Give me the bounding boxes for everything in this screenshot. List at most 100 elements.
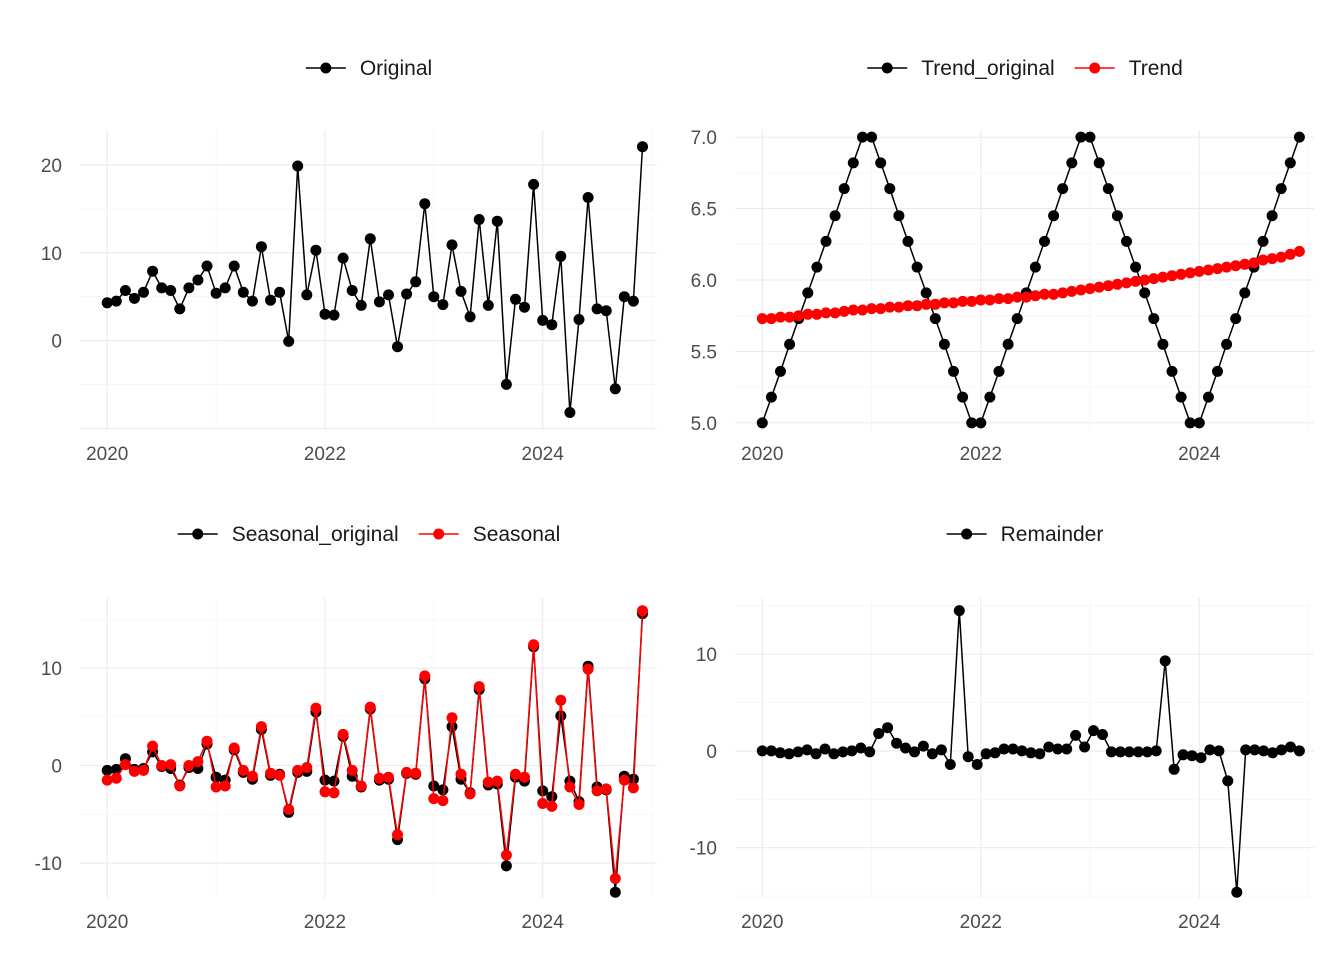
- data-point: [328, 787, 340, 799]
- data-point: [1121, 277, 1132, 289]
- panel-bottom-right: 2020 2022 2024 -10 0 10 Remainder: [690, 523, 1314, 933]
- data-point: [1159, 655, 1171, 667]
- data-point: [319, 308, 331, 320]
- data-point: [1293, 245, 1305, 257]
- data-point: [555, 694, 567, 706]
- data-point: [637, 605, 648, 617]
- data-point: [355, 780, 367, 792]
- data-point: [310, 244, 322, 256]
- data-point: [1193, 417, 1205, 429]
- data-point: [875, 157, 887, 169]
- data-point: [1166, 365, 1178, 377]
- data-point: [1011, 291, 1023, 303]
- data-point: [784, 338, 796, 350]
- data-point: [819, 743, 831, 755]
- data-point: [410, 276, 422, 288]
- data-point: [165, 759, 177, 771]
- data-point: [346, 285, 358, 296]
- data-point: [756, 417, 768, 429]
- legend-key-point: [320, 62, 332, 74]
- data-point: [1258, 745, 1270, 757]
- data-point: [775, 311, 786, 323]
- data-point: [1029, 261, 1041, 273]
- data-point: [119, 285, 131, 296]
- data-point: [237, 764, 249, 776]
- data-point: [519, 301, 530, 313]
- data-point: [337, 728, 349, 740]
- data-point: [138, 764, 149, 776]
- data-point: [364, 233, 376, 245]
- y-tick-label: 7.0: [691, 128, 717, 149]
- data-point: [473, 681, 485, 693]
- data-point: [564, 407, 576, 418]
- data-point: [891, 737, 903, 749]
- data-point: [1195, 752, 1207, 764]
- data-point: [482, 776, 494, 788]
- data-point: [1075, 284, 1087, 296]
- data-point: [1048, 210, 1060, 222]
- data-point: [373, 296, 385, 308]
- data-point: [873, 728, 885, 739]
- data-point: [1240, 744, 1252, 756]
- data-point: [101, 297, 113, 309]
- data-point: [210, 781, 222, 793]
- data-point: [546, 319, 558, 331]
- data-point: [1084, 131, 1096, 143]
- data-point: [875, 303, 887, 315]
- data-point: [446, 712, 458, 724]
- data-point: [948, 297, 959, 309]
- data-point: [110, 763, 122, 775]
- data-point: [437, 299, 449, 311]
- data-point: [1066, 285, 1078, 297]
- data-point: [1230, 313, 1242, 325]
- data-point: [555, 250, 567, 262]
- data-point: [765, 313, 777, 325]
- data-point: [1114, 746, 1126, 758]
- data-point: [902, 300, 914, 312]
- data-point: [301, 762, 313, 773]
- data-point: [929, 298, 941, 310]
- panel-top-right: 2020 2022 2024 5.0 5.5 6.0 6.5 7.0 Trend_origina…: [691, 57, 1314, 465]
- data-point: [1057, 183, 1069, 195]
- data-point: [993, 365, 1005, 377]
- data-point: [1221, 338, 1233, 350]
- data-point: [156, 282, 168, 294]
- data-point: [1239, 287, 1251, 299]
- data-point: [847, 304, 859, 316]
- y-tick-label: -10: [690, 839, 717, 860]
- data-point: [210, 287, 222, 299]
- data-point: [1204, 744, 1216, 756]
- data-point: [128, 292, 140, 304]
- data-point: [1007, 743, 1019, 755]
- data-point: [1257, 254, 1269, 266]
- data-point: [784, 311, 796, 323]
- data-point: [774, 747, 786, 759]
- data-point: [428, 291, 440, 303]
- data-point: [491, 215, 503, 227]
- data-point: [383, 771, 394, 783]
- y-tick-label: 0: [706, 742, 717, 763]
- series-line: [107, 610, 644, 879]
- data-point: [811, 308, 823, 320]
- data-point: [310, 702, 322, 714]
- data-point: [609, 383, 621, 395]
- data-point: [1175, 391, 1187, 403]
- data-point: [364, 701, 376, 713]
- data-point: [219, 282, 231, 294]
- data-point: [756, 313, 768, 325]
- data-point: [101, 774, 113, 786]
- data-point: [1093, 281, 1105, 293]
- data-point: [174, 780, 186, 792]
- data-point: [510, 293, 521, 305]
- data-point: [1186, 750, 1198, 762]
- legend-item-seasonal-original: Seasonal_original: [177, 523, 399, 546]
- data-point: [957, 295, 969, 307]
- legend: Original: [305, 57, 432, 80]
- data-point: [328, 775, 340, 787]
- data-point: [884, 183, 896, 195]
- y-tick-label: 0: [51, 332, 62, 353]
- legend-key-point: [433, 528, 445, 540]
- data-point: [920, 287, 932, 299]
- data-point: [1039, 288, 1050, 300]
- data-point: [1002, 293, 1014, 305]
